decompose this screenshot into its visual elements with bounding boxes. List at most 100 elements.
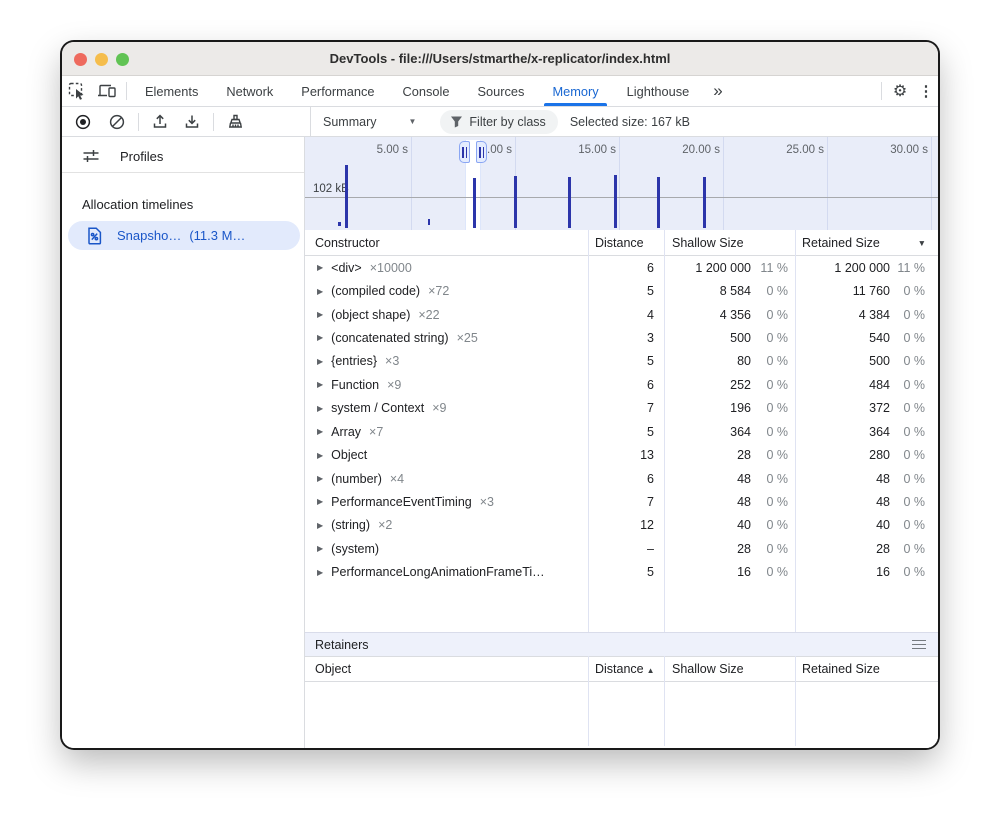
- tabbar-right: ⚙ ⋮: [877, 76, 938, 106]
- instance-count: ×25: [456, 330, 478, 345]
- perspective-select[interactable]: Summary ▼: [323, 115, 416, 129]
- clear-brush-icon[interactable]: [222, 113, 248, 131]
- minimize-window-button[interactable]: [95, 52, 108, 66]
- column-header-constructor[interactable]: Constructor: [315, 235, 380, 250]
- table-row[interactable]: ▶ (concatenated string) ×25 3 500 0 % 540 0 %: [305, 326, 938, 349]
- timeline-tick-label: 30.00 s: [890, 144, 928, 156]
- inspect-element-icon[interactable]: [64, 76, 90, 106]
- retained-size-cell: 11 760 0 %: [852, 284, 925, 299]
- allocation-overview-timeline[interactable]: 5.00 s 10.00 s 15.00 s 20.00 s 25.00 s 30.00 …: [305, 137, 938, 230]
- expand-arrow-icon[interactable]: ▶: [317, 286, 324, 296]
- table-row[interactable]: ▶ (string) ×2 12 40 0 % 40 0 %: [305, 514, 938, 537]
- constructor-name: Object: [331, 448, 368, 463]
- table-row[interactable]: ▶ PerformanceEventTiming ×3 7 48 0 % 48 0 %: [305, 490, 938, 513]
- expand-arrow-icon[interactable]: ▶: [317, 450, 324, 460]
- constructor-rows: ▶ <div> ×10000 6 1 200 000 11 % 1 200 000 11 % ▶…: [305, 256, 938, 584]
- tab-label: Lighthouse: [626, 83, 690, 99]
- table-row[interactable]: ▶ (object shape) ×22 4 4 356 0 % 4 384 0 %: [305, 303, 938, 326]
- retained-size-cell: 540 0 %: [869, 330, 925, 345]
- tab-elements[interactable]: Elements: [131, 76, 212, 106]
- shallow-size-cell: 48 0 %: [737, 471, 788, 486]
- column-header-distance[interactable]: Distance: [595, 235, 644, 250]
- clear-all-profiles-icon[interactable]: [104, 113, 130, 131]
- column-header-ret-shallow[interactable]: Shallow Size: [672, 662, 744, 676]
- load-profile-icon[interactable]: [147, 113, 173, 131]
- instance-count: ×3: [479, 494, 494, 509]
- profiles-header[interactable]: Profiles: [62, 140, 304, 173]
- table-row[interactable]: ▶ (number) ×4 6 48 0 % 48 0 %: [305, 467, 938, 490]
- allocation-bar: [614, 175, 617, 228]
- expand-arrow-icon[interactable]: ▶: [317, 356, 324, 366]
- expand-arrow-icon[interactable]: ▶: [317, 567, 324, 577]
- save-profile-icon[interactable]: [179, 113, 205, 131]
- constructor-cell: ▶ Object: [305, 443, 588, 466]
- zoom-window-button[interactable]: [116, 52, 129, 66]
- constructor-cell: ▶ (string) ×2: [305, 514, 588, 537]
- shallow-size-cell: 28 0 %: [737, 448, 788, 463]
- shallow-size-cell: 4 356 0 %: [719, 307, 788, 322]
- expand-arrow-icon[interactable]: ▶: [317, 403, 324, 413]
- table-row[interactable]: ▶ {entries} ×3 5 80 0 % 500 0 %: [305, 350, 938, 373]
- tab-sources[interactable]: Sources: [464, 76, 539, 106]
- table-row[interactable]: ▶ Function ×9 6 252 0 % 484 0 %: [305, 373, 938, 396]
- tab-network[interactable]: Network: [212, 76, 287, 106]
- timeline-tick-label: 5.00 s: [376, 144, 408, 156]
- snapshot-item[interactable]: Snapsho… (11.3 M…: [68, 221, 300, 250]
- profiler-toolbar: Summary ▼ Filter by class Selected size:…: [62, 106, 938, 137]
- table-row[interactable]: ▶ Object 13 28 0 % 280 0 %: [305, 443, 938, 466]
- retainers-menu-icon[interactable]: [912, 639, 926, 650]
- column-header-shallow-size[interactable]: Shallow Size: [672, 235, 744, 250]
- selection-right-handle-icon[interactable]: [476, 141, 487, 163]
- expand-arrow-icon[interactable]: ▶: [317, 427, 324, 437]
- table-row[interactable]: ▶ (compiled code) ×72 5 8 584 0 % 11 760 0 %: [305, 279, 938, 302]
- device-toolbar-icon[interactable]: [94, 76, 120, 106]
- selection-left-handle-icon[interactable]: [459, 141, 470, 163]
- table-row[interactable]: ▶ PerformanceLongAnimationFrameTi… 5 16 0 % 1…: [305, 560, 938, 583]
- distance-cell: 5: [647, 424, 654, 439]
- devtools-tabbar: Elements Network Performance Console Sources…: [62, 76, 938, 107]
- constructor-cell: ▶ Function ×9: [305, 373, 588, 396]
- record-allocation-icon[interactable]: [70, 113, 96, 131]
- dropdown-arrow-icon: ▼: [408, 117, 417, 126]
- kebab-menu-icon[interactable]: ⋮: [918, 83, 934, 100]
- column-header-ret-retained[interactable]: Retained Size: [802, 662, 880, 676]
- column-header-ret-distance[interactable]: Distance ▲: [588, 662, 664, 676]
- instance-count: ×7: [369, 424, 384, 439]
- settings-gear-icon[interactable]: ⚙: [892, 83, 908, 100]
- expand-arrow-icon[interactable]: ▶: [317, 474, 324, 483]
- table-row[interactable]: ▶ <div> ×10000 6 1 200 000 11 % 1 200 000 11 %: [305, 256, 938, 279]
- profiles-label: Profiles: [120, 148, 164, 164]
- expand-arrow-icon[interactable]: ▶: [317, 520, 324, 530]
- shallow-size-cell: 40 0 %: [737, 518, 788, 533]
- instance-count: ×10000: [369, 260, 412, 275]
- expand-arrow-icon[interactable]: ▶: [317, 380, 324, 390]
- table-row[interactable]: ▶ Array ×7 5 364 0 % 364 0 %: [305, 420, 938, 443]
- tab-performance[interactable]: Performance: [287, 76, 388, 106]
- constructor-cell: ▶ (concatenated string) ×25: [305, 326, 588, 349]
- expand-arrow-icon[interactable]: ▶: [317, 263, 324, 273]
- tab-memory[interactable]: Memory: [538, 76, 612, 106]
- expand-arrow-icon[interactable]: ▶: [317, 497, 324, 507]
- table-row[interactable]: ▶ system / Context ×9 7 196 0 % 372 0 %: [305, 397, 938, 420]
- devtools-window: DevTools - file:///Users/stmarthe/x-repl…: [62, 42, 938, 748]
- expand-arrow-icon[interactable]: ▶: [317, 544, 324, 554]
- expand-arrow-icon[interactable]: ▶: [317, 310, 324, 320]
- allocation-bar: [657, 177, 660, 228]
- more-tabs-button[interactable]: »: [713, 81, 723, 100]
- close-window-button[interactable]: [74, 52, 87, 66]
- retained-size-cell: 28 0 %: [876, 541, 925, 556]
- shallow-size-cell: 252 0 %: [730, 377, 788, 392]
- table-row[interactable]: ▶ (system) – 28 0 % 28 0 %: [305, 537, 938, 560]
- shallow-size-cell: 16 0 %: [737, 565, 788, 580]
- filter-by-class-input[interactable]: Filter by class: [440, 109, 558, 134]
- column-header-object[interactable]: Object: [315, 662, 352, 676]
- memory-main-panel: 5.00 s 10.00 s 15.00 s 20.00 s 25.00 s 30.00 …: [305, 137, 938, 748]
- column-header-retained-size[interactable]: Retained Size ▼: [795, 236, 938, 250]
- window-title: DevTools - file:///Users/stmarthe/x-repl…: [329, 51, 671, 66]
- expand-arrow-icon[interactable]: ▶: [317, 333, 324, 343]
- tab-console[interactable]: Console: [389, 76, 464, 106]
- traffic-lights: [74, 42, 129, 76]
- tab-lighthouse[interactable]: Lighthouse: [613, 76, 704, 106]
- shallow-size-cell: 364 0 %: [730, 424, 788, 439]
